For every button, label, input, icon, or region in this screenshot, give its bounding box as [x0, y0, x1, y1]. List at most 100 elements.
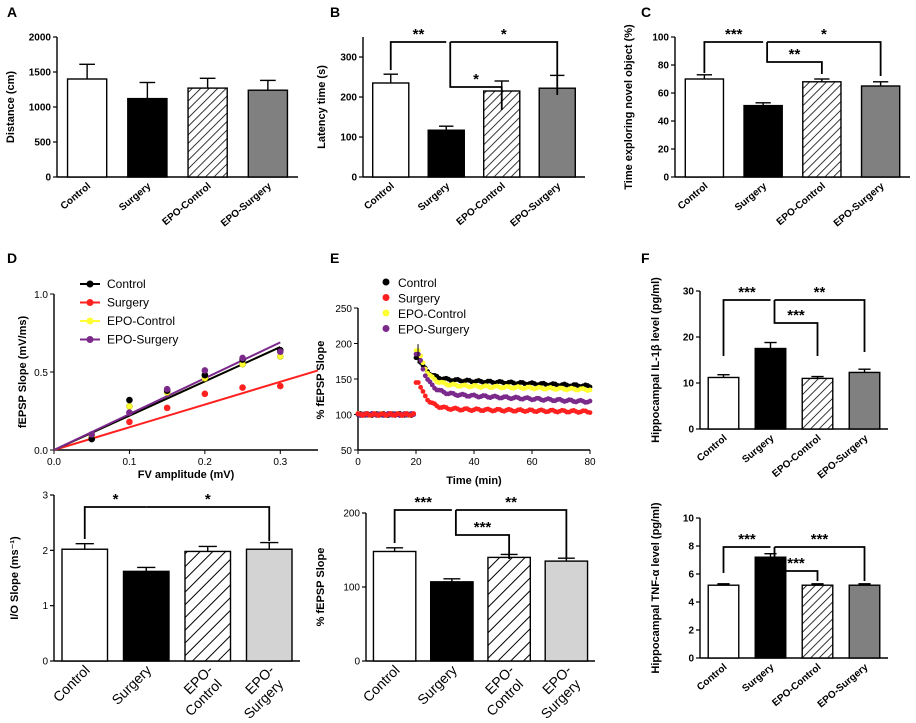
significance-bracket: [767, 41, 882, 76]
category-label: Surgery: [414, 662, 460, 708]
y-tick-label: 200: [340, 93, 357, 104]
y-tick-label: 150: [335, 375, 352, 386]
legend-marker: [86, 336, 94, 343]
fit-line-epo-surgery: [53, 341, 281, 451]
data-point-epo-control: [126, 403, 133, 410]
bar-surgery: [122, 570, 170, 662]
ltp-point-epo-surgery: [420, 366, 426, 372]
significance-bracket: [450, 41, 559, 95]
category-label: Control: [360, 662, 403, 705]
significance-label: *: [473, 71, 479, 88]
y-axis-label: Time exploring novel object (%): [623, 24, 635, 190]
x-tick-label: 0: [355, 457, 361, 468]
y-axis-label: I/O Slope (ms⁻¹): [9, 536, 21, 620]
bar-control: [707, 376, 740, 430]
y-tick-label: 50: [341, 446, 353, 457]
x-tick-label: 40: [468, 457, 480, 468]
y-tick-label: 200: [343, 509, 360, 520]
bar-epo-surgery: [544, 560, 589, 662]
significance-label: ***: [725, 26, 743, 43]
y-tick-label: 20: [658, 145, 670, 156]
data-point-epo-surgery: [239, 354, 246, 362]
significance-bracket: [146, 506, 271, 541]
legend-label: EPO-Surgery: [107, 333, 178, 347]
significance-bracket: [389, 41, 447, 70]
significance-label: ***: [738, 531, 756, 548]
data-point-surgery: [126, 418, 133, 426]
ltp-point-surgery: [422, 393, 428, 399]
significance-label: **: [814, 284, 826, 301]
data-point-surgery: [201, 390, 209, 398]
category-label: Control: [59, 181, 93, 212]
x-axis-label: FV amplitude (mV): [138, 469, 235, 481]
bar-epo-control: [801, 584, 834, 659]
legend-label: Control: [107, 277, 146, 291]
y-tick-label: 0: [351, 173, 357, 184]
significance-label: **: [505, 494, 517, 511]
x-tick-label: 60: [526, 457, 538, 468]
bar-surgery: [743, 104, 783, 178]
y-tick-label: 0: [688, 425, 694, 436]
data-point-epo-surgery: [276, 348, 284, 356]
legend-marker: [382, 294, 390, 301]
x-tick-label: 0.2: [198, 457, 212, 468]
category-label: EPO-Control: [455, 181, 508, 228]
x-axis-label: Time (min): [446, 475, 502, 487]
bar-epo-surgery: [848, 584, 881, 659]
fit-line-surgery: [53, 369, 319, 451]
category-label: Control: [676, 181, 710, 212]
y-tick-label: 1000: [29, 103, 52, 114]
y-tick-label: 10: [683, 379, 695, 390]
data-point-control: [126, 396, 133, 404]
ltp-point-surgery: [418, 384, 424, 390]
category-label: EPO-Surgery: [816, 662, 871, 711]
y-tick-label: 60: [658, 89, 670, 100]
bar-epo-control: [487, 556, 532, 662]
significance-label: ***: [414, 494, 432, 511]
panel-label: F: [641, 250, 650, 266]
significance-label: *: [821, 26, 827, 43]
legend-marker: [86, 280, 94, 288]
ltp-point-surgery: [415, 380, 421, 385]
y-tick-label: 300: [340, 53, 357, 64]
ltp-point-surgery: [587, 410, 593, 415]
significance-label: ***: [738, 284, 756, 301]
panel-label: D: [7, 250, 17, 266]
bar-surgery: [127, 97, 168, 178]
panel-label: B: [330, 4, 340, 20]
bar-surgery: [429, 581, 474, 662]
bar-control: [66, 78, 108, 178]
category-label: EPO-Control: [161, 181, 214, 228]
data-point-surgery: [239, 384, 246, 391]
y-tick-label: 80: [658, 61, 670, 72]
significance-label: ***: [474, 519, 492, 536]
panel-label: A: [7, 4, 17, 20]
y-tick-label: 10: [683, 514, 695, 525]
y-tick-label: 2: [42, 546, 48, 557]
bar-epo-control: [184, 550, 232, 662]
ltp-point-surgery: [420, 389, 426, 394]
ltp-point-epo-control: [587, 387, 593, 393]
significance-bracket: [393, 509, 452, 543]
y-tick-label: 100: [335, 411, 352, 422]
x-tick-label: 0.0: [47, 457, 61, 468]
y-tick-label: 1.0: [34, 290, 48, 301]
significance-label: *: [113, 491, 119, 508]
significance-label: *: [501, 26, 507, 43]
y-axis-label: Hippocampal TNF-α level (pg/ml): [650, 502, 662, 674]
y-axis-label: % fEPSP Slope: [315, 548, 327, 627]
significance-label: ***: [787, 307, 805, 324]
data-point-epo-surgery: [88, 431, 96, 438]
legend-label: EPO-Control: [107, 314, 175, 328]
category-label: Control: [695, 662, 729, 693]
ltp-point-epo-surgery: [429, 382, 435, 388]
category-label: Surgery: [117, 181, 153, 214]
data-point-epo-surgery: [126, 409, 133, 416]
significance-label: **: [789, 46, 801, 63]
y-tick-label: 20: [683, 333, 695, 344]
legend-marker: [382, 278, 390, 286]
y-axis-label: % fEPSP Slope: [315, 341, 327, 420]
y-tick-label: 0: [663, 173, 669, 184]
legend-marker: [382, 309, 390, 317]
